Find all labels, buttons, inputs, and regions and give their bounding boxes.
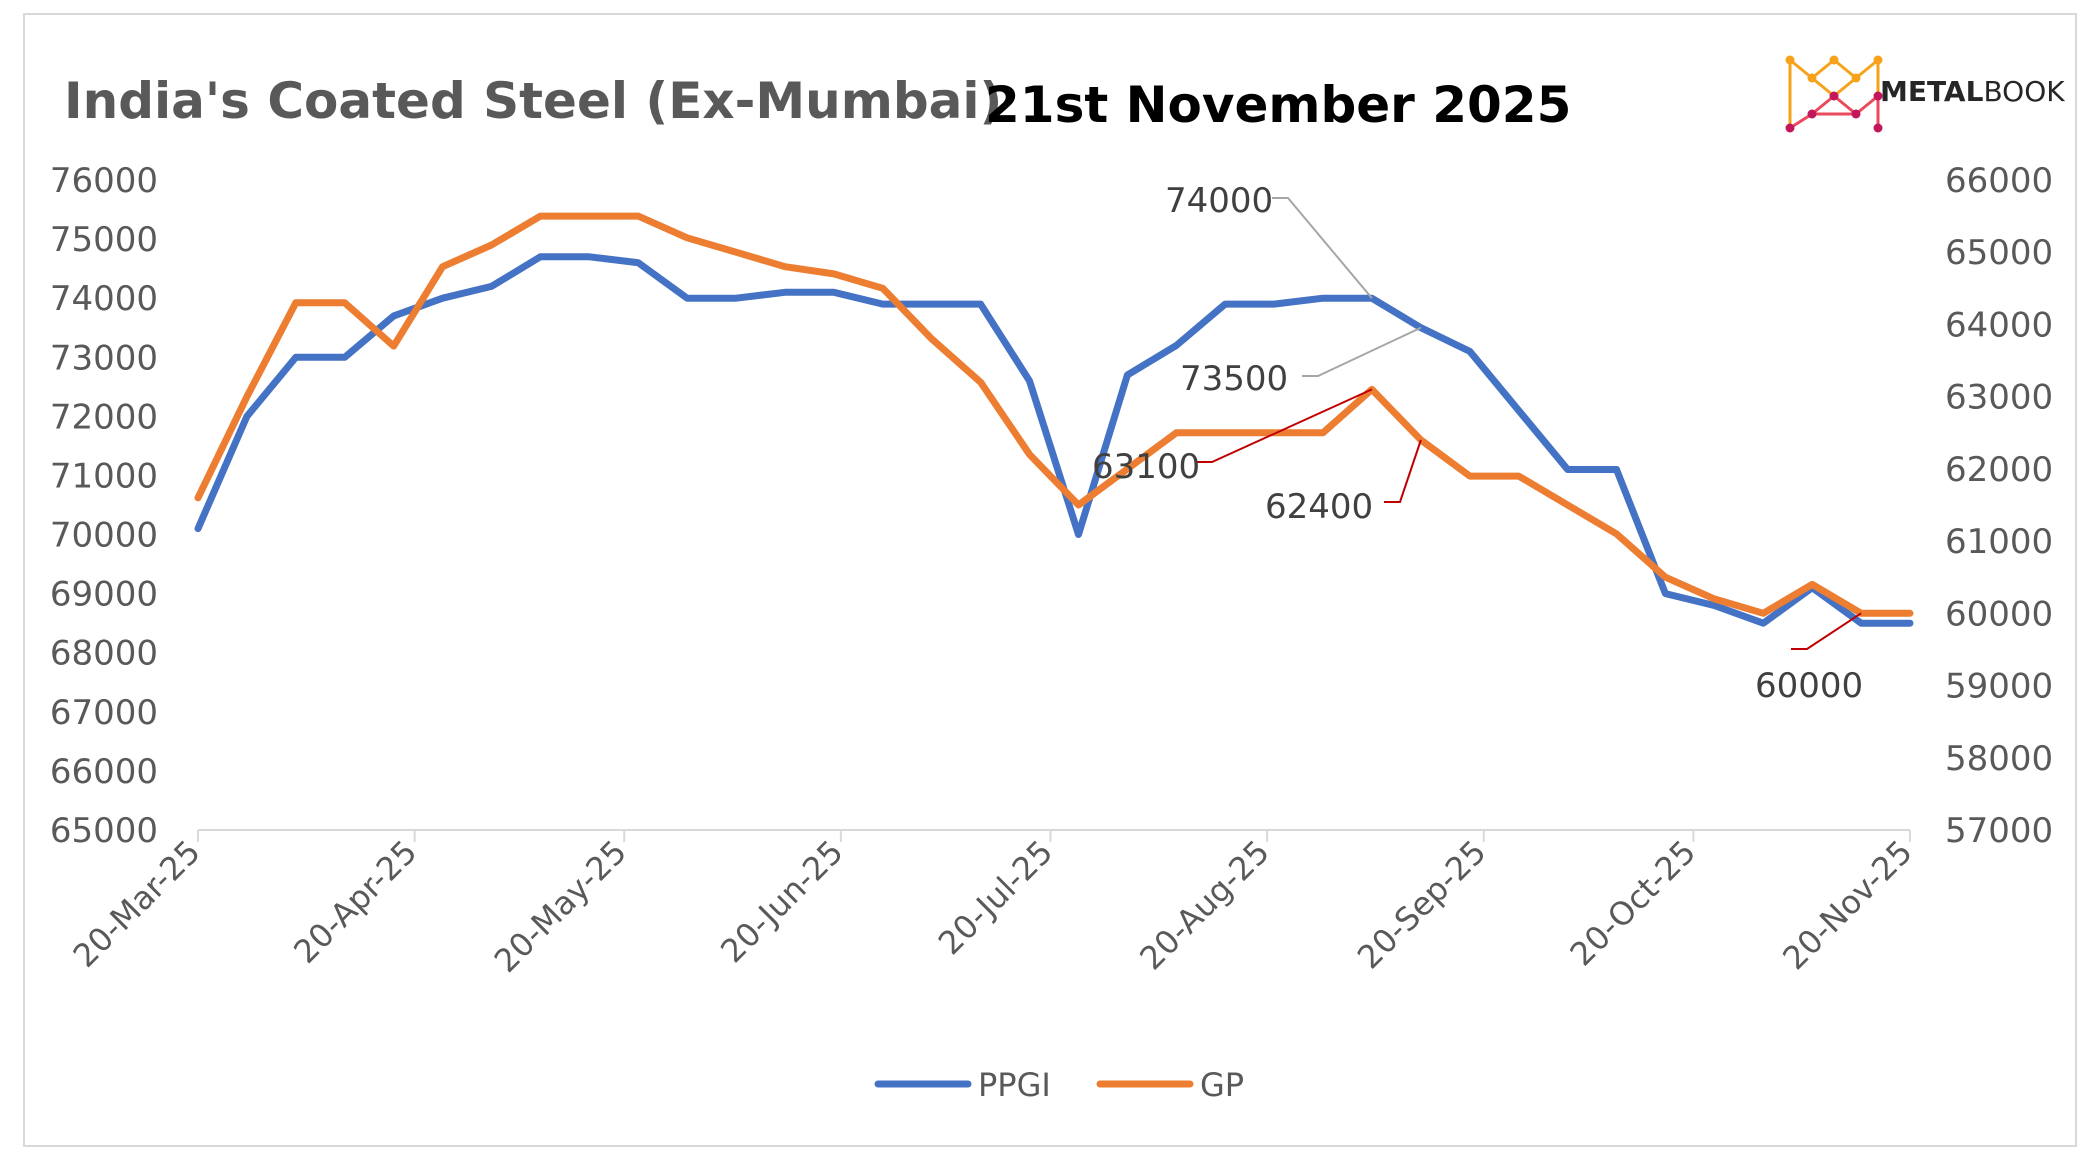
y-left-tick-label: 73000: [50, 338, 158, 378]
series: [194, 212, 1914, 627]
y-right-tick-label: 62000: [1945, 450, 2053, 490]
y-left-tick-label: 70000: [50, 516, 158, 556]
logo-node: [1807, 73, 1817, 83]
annotation-leader-gp: [1384, 439, 1422, 503]
y-axis-right: 57000 58000 59000 60000 61000 62000 63000 64000…: [1945, 161, 2053, 851]
logo-node: [1785, 55, 1795, 65]
series-line-ppgi: [194, 253, 1914, 627]
chart-date: 21st November 2025: [985, 76, 1571, 134]
annotation-leader-gp: [1791, 612, 1862, 650]
logo-node: [1851, 73, 1861, 83]
annotation-leader-ppgi: [1272, 197, 1373, 299]
logo-link: [1833, 58, 1857, 80]
y-left-tick-label: 71000: [50, 456, 158, 496]
annotation-label-gp: 62400: [1265, 487, 1373, 527]
logo-node: [1873, 55, 1883, 65]
y-right-tick-label: 57000: [1945, 811, 2053, 851]
logo-node: [1873, 91, 1883, 101]
y-left-tick-label: 66000: [50, 752, 158, 792]
y-right-tick-label: 59000: [1945, 667, 2053, 707]
logo-node: [1829, 91, 1839, 101]
annotation-label-ppgi: 73500: [1180, 359, 1288, 399]
y-right-tick-label: 65000: [1945, 233, 2053, 273]
y-left-tick-label: 74000: [50, 279, 158, 319]
chart-frame: [23, 13, 2077, 1147]
legend: PPGI GP: [874, 1066, 1244, 1104]
logo-link: [1811, 58, 1835, 80]
y-left-tick-label: 65000: [50, 811, 158, 851]
logo-link: [1789, 58, 1813, 80]
annotation-leader-ppgi: [1302, 326, 1422, 377]
y-left-tick-label: 69000: [50, 575, 158, 615]
y-right-tick-label: 61000: [1945, 522, 2053, 562]
brand-name-rest: BOOK: [1983, 75, 2065, 108]
logo-node: [1873, 123, 1883, 133]
y-left-tick-label: 75000: [50, 220, 158, 260]
metalbook-m-lattice-icon: [1785, 55, 1883, 133]
logo-node: [1829, 55, 1839, 65]
y-right-tick-label: 64000: [1945, 305, 2053, 345]
y-right-tick-label: 66000: [1945, 161, 2053, 201]
annotation-leader-gp: [1196, 388, 1373, 463]
brand-name: METALBOOK: [1880, 75, 2065, 108]
annotations: 74000 73500 63100 62400 60000: [1092, 181, 1863, 706]
annotation-label-ppgi: 74000: [1165, 181, 1273, 221]
logo-link: [1855, 94, 1879, 116]
y-axis-left: 65000 66000 67000 68000 69000 70000 71000 72000…: [50, 161, 158, 851]
legend-label-ppgi: PPGI: [978, 1066, 1051, 1104]
brand-logo: METALBOOK: [1785, 55, 2065, 133]
y-right-tick-label: 58000: [1945, 739, 2053, 779]
y-left-tick-label: 67000: [50, 693, 158, 733]
y-left-tick-label: 72000: [50, 397, 158, 437]
annotation-label-gp: 63100: [1092, 447, 1200, 487]
logo-link: [1855, 58, 1879, 80]
legend-item-gp: GP: [1096, 1066, 1244, 1104]
logo-link: [1811, 94, 1835, 116]
brand-name-bold: METAL: [1880, 75, 1984, 108]
y-right-tick-label: 63000: [1945, 378, 2053, 418]
y-right-tick-label: 60000: [1945, 594, 2053, 634]
logo-link: [1811, 76, 1835, 98]
legend-label-gp: GP: [1200, 1066, 1244, 1104]
logo-link: [1833, 94, 1857, 116]
chart-title: India's Coated Steel (Ex-Mumbai): [64, 72, 1002, 130]
logo-node: [1851, 109, 1861, 119]
y-left-tick-label: 68000: [50, 634, 158, 674]
logo-node: [1807, 109, 1817, 119]
annotation-label-gp: 60000: [1755, 666, 1863, 706]
y-left-tick-label: 76000: [50, 161, 158, 201]
logo-node: [1785, 123, 1795, 133]
series-line-gp: [194, 212, 1914, 617]
logo-link: [1833, 76, 1857, 98]
legend-item-ppgi: PPGI: [874, 1066, 1051, 1104]
